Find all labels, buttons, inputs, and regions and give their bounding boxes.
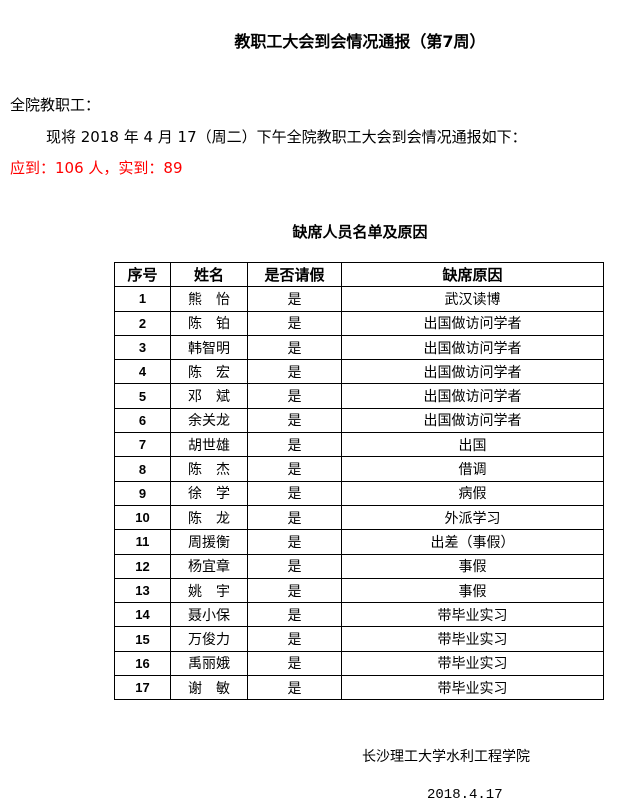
cell-reason: 外派学习: [341, 504, 604, 531]
header-name: 姓名: [170, 261, 248, 288]
table-row: 6 余关龙是出国做访问学者: [114, 407, 604, 434]
table-row: 15 万俊力是带毕业实习: [114, 626, 604, 652]
cell-leave: 是: [247, 602, 342, 628]
attendance-summary: 应到：106 人，实到：89: [10, 159, 183, 177]
cell-leave: 是: [247, 310, 342, 336]
cell-name: 谢 敏: [170, 675, 248, 701]
cell-index: 10: [114, 504, 171, 531]
cell-index: 14: [114, 602, 171, 628]
cell-index: 11: [114, 529, 171, 555]
cell-reason: 带毕业实习: [341, 675, 604, 701]
cell-name: 杨宜章: [170, 553, 248, 579]
cell-reason: 出国做访问学者: [341, 359, 604, 385]
cell-reason: 出国: [341, 432, 604, 458]
document-title: 教职工大会到会情况通报（第7周）: [234, 32, 486, 51]
cell-reason: 病假: [341, 480, 604, 506]
cell-index: 6: [114, 407, 171, 434]
header-reason: 缺席原因: [341, 261, 604, 288]
cell-name: 陈 杰: [170, 456, 248, 482]
cell-leave: 是: [247, 456, 342, 482]
table-row: 11 周援衡是出差（事假）: [114, 529, 604, 555]
cell-name: 徐 学: [170, 480, 248, 506]
cell-leave: 是: [247, 675, 342, 701]
cell-index: 9: [114, 480, 171, 506]
cell-name: 万俊力: [170, 626, 248, 652]
cell-leave: 是: [247, 383, 342, 409]
cell-name: 禹丽娥: [170, 650, 248, 677]
intro-paragraph: 现将 2018 年 4 月 17（周二）下午全院教职工大会到会情况通报如下：: [46, 128, 527, 146]
cell-index: 12: [114, 553, 171, 579]
cell-index: 15: [114, 626, 171, 652]
cell-index: 3: [114, 334, 171, 361]
cell-reason: 武汉读博: [341, 286, 604, 312]
cell-index: 16: [114, 650, 171, 677]
table-row: 14 聂小保是带毕业实习: [114, 602, 604, 628]
cell-leave: 是: [247, 529, 342, 555]
cell-name: 姚 宇: [170, 577, 248, 604]
cell-leave: 是: [247, 577, 342, 604]
cell-reason: 事假: [341, 553, 604, 579]
cell-reason: 事假: [341, 577, 604, 604]
cell-leave: 是: [247, 432, 342, 458]
cell-name: 聂小保: [170, 602, 248, 628]
cell-reason: 带毕业实习: [341, 626, 604, 652]
header-leave: 是否请假: [247, 261, 342, 288]
cell-reason: 带毕业实习: [341, 650, 604, 677]
footer-organization: 长沙理工大学水利工程学院: [362, 749, 530, 765]
cell-name: 陈 龙: [170, 504, 248, 531]
cell-index: 5: [114, 383, 171, 409]
table-row: 7 胡世雄是出国: [114, 432, 604, 458]
footer-date: 2018.4.17: [427, 787, 503, 803]
cell-leave: 是: [247, 650, 342, 677]
cell-reason: 借调: [341, 456, 604, 482]
cell-leave: 是: [247, 407, 342, 434]
table-row: 17 谢 敏是带毕业实习: [114, 675, 604, 701]
cell-index: 13: [114, 577, 171, 604]
cell-leave: 是: [247, 504, 342, 531]
cell-leave: 是: [247, 553, 342, 579]
cell-name: 陈 宏: [170, 359, 248, 385]
cell-reason: 出国做访问学者: [341, 310, 604, 336]
table-row: 16 禹丽娥是带毕业实习: [114, 650, 604, 677]
absence-list-title: 缺席人员名单及原因: [292, 223, 428, 241]
greeting: 全院教职工：: [10, 96, 101, 114]
cell-name: 韩智明: [170, 334, 248, 361]
cell-reason: 出差（事假）: [341, 529, 604, 555]
table-row: 12 杨宜章是事假: [114, 553, 604, 579]
cell-name: 熊 怡: [170, 286, 248, 312]
cell-index: 8: [114, 456, 171, 482]
table-header-row: 序号 姓名 是否请假 缺席原因: [114, 261, 604, 288]
table-row: 10 陈 龙是外派学习: [114, 504, 604, 531]
cell-reason: 带毕业实习: [341, 602, 604, 628]
cell-name: 余关龙: [170, 407, 248, 434]
cell-leave: 是: [247, 334, 342, 361]
header-index: 序号: [114, 261, 171, 288]
cell-leave: 是: [247, 359, 342, 385]
table-row: 3 韩智明是出国做访问学者: [114, 334, 604, 361]
cell-name: 陈 铂: [170, 310, 248, 336]
cell-reason: 出国做访问学者: [341, 407, 604, 434]
cell-reason: 出国做访问学者: [341, 383, 604, 409]
cell-name: 邓 斌: [170, 383, 248, 409]
cell-leave: 是: [247, 286, 342, 312]
cell-reason: 出国做访问学者: [341, 334, 604, 361]
cell-name: 周援衡: [170, 529, 248, 555]
cell-index: 17: [114, 675, 171, 701]
table-row: 13 姚 宇是事假: [114, 577, 604, 604]
cell-index: 7: [114, 432, 171, 458]
cell-leave: 是: [247, 480, 342, 506]
cell-leave: 是: [247, 626, 342, 652]
cell-index: 1: [114, 286, 171, 312]
cell-name: 胡世雄: [170, 432, 248, 458]
cell-index: 4: [114, 359, 171, 385]
cell-index: 2: [114, 310, 171, 336]
